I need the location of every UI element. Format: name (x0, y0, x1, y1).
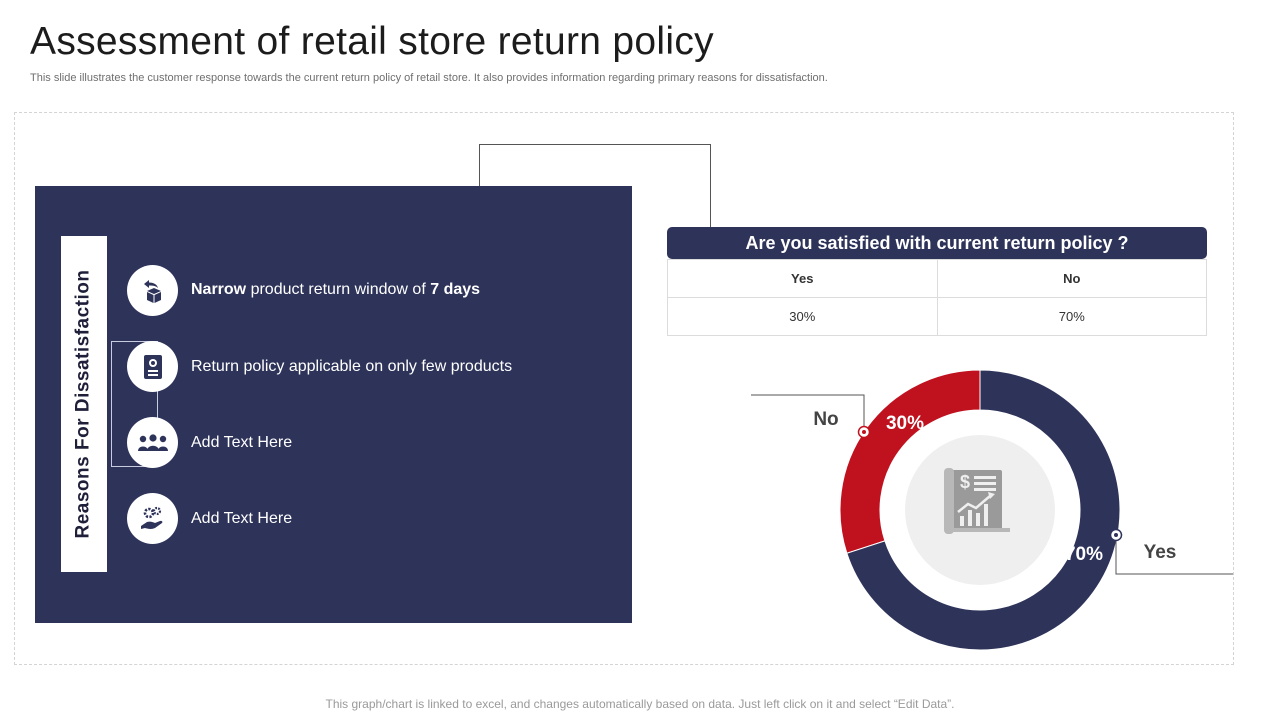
reason-1-bold-end: 7 days (430, 281, 481, 298)
table-row: Yes No (667, 259, 1207, 298)
data-label-yes: 70% (1065, 544, 1103, 565)
reason-1-text: product return window of (246, 281, 431, 298)
col-no-header: No (936, 259, 1207, 298)
reasons-bracket (111, 341, 158, 467)
survey-question: Are you satisfied with current return po… (667, 227, 1207, 259)
reason-item-4: Add Text Here (191, 510, 293, 527)
box-return-icon (127, 265, 178, 316)
reason-item-3: Add Text Here (191, 434, 293, 451)
legend-label-yes: Yes (1144, 542, 1177, 563)
content-frame (14, 112, 1234, 665)
page-subtitle: This slide illustrates the customer resp… (30, 72, 828, 84)
hand-gears-icon (127, 493, 178, 544)
svg-text:$: $ (960, 472, 970, 492)
cell-no-value: 70% (936, 297, 1207, 336)
col-yes-header: Yes (667, 259, 938, 298)
table-row: 30% 70% (667, 297, 1207, 336)
document-badge-icon (127, 341, 178, 392)
reasons-heading-box: Reasons For Dissatisfaction (61, 236, 107, 572)
legend-label-no: No (813, 409, 838, 430)
cell-yes-value: 30% (667, 297, 938, 336)
reason-item-1: Narrow product return window of 7 days (191, 281, 480, 299)
leader-line-yes (1115, 535, 1233, 575)
reason-item-2: Return policy applicable on only few pro… (191, 358, 513, 375)
people-group-icon (127, 417, 178, 468)
leader-line-no (751, 394, 865, 432)
survey-table: Yes No 30% 70% (667, 259, 1207, 336)
page-title: Assessment of retail store return policy (30, 20, 714, 63)
reasons-panel (35, 186, 632, 623)
footer-note: This graph/chart is linked to excel, and… (325, 697, 955, 711)
reason-1-bold-start: Narrow (191, 281, 247, 298)
data-label-no: 30% (886, 413, 924, 434)
financial-report-icon: $ (944, 468, 1010, 534)
